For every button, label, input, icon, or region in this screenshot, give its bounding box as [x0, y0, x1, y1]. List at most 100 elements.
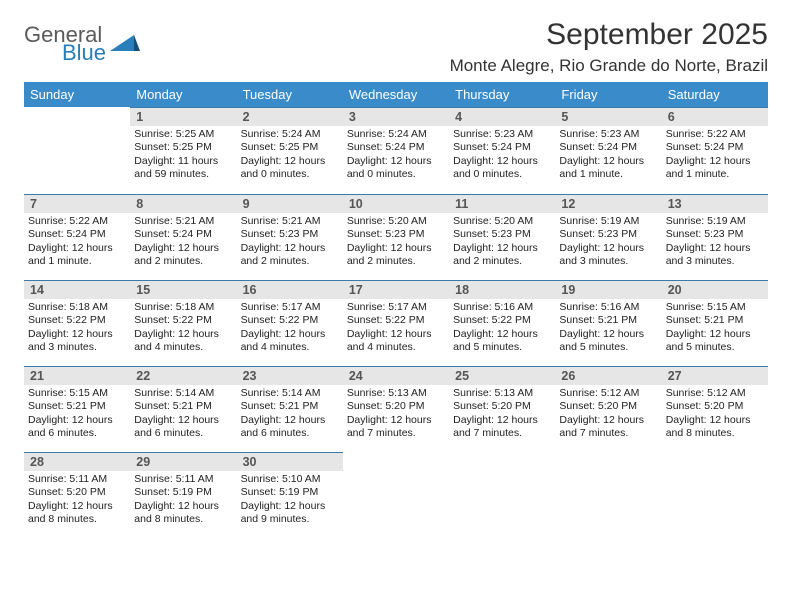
day-number: 22: [130, 366, 236, 385]
day-details: Sunrise: 5:21 AMSunset: 5:24 PMDaylight:…: [130, 213, 236, 273]
day-number: 28: [24, 452, 130, 471]
calendar-day-cell: 5Sunrise: 5:23 AMSunset: 5:24 PMDaylight…: [555, 107, 661, 193]
weekday-wednesday: Wednesday: [343, 82, 449, 107]
daylight-line: Daylight: 12 hours and 5 minutes.: [453, 328, 538, 353]
sunset-line: Sunset: 5:23 PM: [241, 228, 319, 240]
sunrise-line: Sunrise: 5:21 AM: [134, 215, 214, 227]
day-number: 14: [24, 280, 130, 299]
day-number: 19: [555, 280, 661, 299]
day-details: Sunrise: 5:22 AMSunset: 5:24 PMDaylight:…: [662, 126, 768, 186]
day-details: Sunrise: 5:11 AMSunset: 5:19 PM Daylight:…: [130, 471, 236, 531]
sunset-line: Sunset: 5:19 PM: [134, 486, 212, 498]
logo: General Blue: [24, 24, 140, 64]
sunrise-line: Sunrise: 5:19 AM: [559, 215, 639, 227]
calendar-day-cell: 1Sunrise: 5:25 AMSunset: 5:25 PMDaylight…: [130, 107, 236, 193]
day-number: 1: [130, 107, 236, 126]
sunset-line: Sunset: 5:24 PM: [559, 141, 637, 153]
day-details: Sunrise: 5:25 AMSunset: 5:25 PMDaylight:…: [130, 126, 236, 186]
daylight-line: Daylight: 12 hours and 4 minutes.: [347, 328, 432, 353]
sunset-line: Sunset: 5:21 PM: [28, 400, 106, 412]
calendar-day-cell: [24, 107, 130, 193]
calendar-day-cell: 30Sunrise: 5:10 AMSunset: 5:19 PMDayligh…: [237, 451, 343, 537]
calendar-day-cell: 23Sunrise: 5:14 AMSunset: 5:21 PMDayligh…: [237, 365, 343, 451]
day-number: 27: [662, 366, 768, 385]
weekday-tuesday: Tuesday: [237, 82, 343, 107]
day-details: Sunrise: 5:17 AMSunset: 5:22 PMDaylight:…: [343, 299, 449, 359]
day-details: Sunrise: 5:12 AMSunset: 5:20 PMDaylight:…: [662, 385, 768, 445]
sunset-line: Sunset: 5:24 PM: [453, 141, 531, 153]
day-details: Sunrise: 5:13 AMSunset: 5:20 PM Daylight:…: [449, 385, 555, 445]
sunset-line: Sunset: 5:24 PM: [347, 141, 425, 153]
day-details: Sunrise: 5:24 AMSunset: 5:24 PMDaylight:…: [343, 126, 449, 186]
sunrise-line: Sunrise: 5:17 AM: [241, 301, 321, 313]
day-details: Sunrise: 5:20 AMSunset: 5:23 PMDaylight:…: [343, 213, 449, 273]
sunrise-line: Sunrise: 5:11 AM: [134, 473, 213, 485]
calendar-table: Sunday Monday Tuesday Wednesday Thursday…: [24, 82, 768, 538]
sunset-line: Sunset: 5:24 PM: [666, 141, 744, 153]
daylight-line: Daylight: 12 hours and 1 minute.: [559, 155, 644, 180]
weekday-header-row: Sunday Monday Tuesday Wednesday Thursday…: [24, 82, 768, 107]
day-number: 23: [237, 366, 343, 385]
calendar-day-cell: 8Sunrise: 5:21 AMSunset: 5:24 PMDaylight…: [130, 193, 236, 279]
sunset-line: Sunset: 5:24 PM: [134, 228, 212, 240]
day-details: Sunrise: 5:12 AMSunset: 5:20 PMDaylight:…: [555, 385, 661, 445]
calendar-day-cell: 28Sunrise: 5:11 AMSunset: 5:20 PMDayligh…: [24, 451, 130, 537]
sunrise-line: Sunrise: 5:14 AM: [134, 387, 214, 399]
calendar-day-cell: 7Sunrise: 5:22 AMSunset: 5:24 PMDaylight…: [24, 193, 130, 279]
sunset-line: Sunset: 5:21 PM: [134, 400, 212, 412]
calendar-day-cell: 15Sunrise: 5:18 AMSunset: 5:22 PMDayligh…: [130, 279, 236, 365]
calendar-day-cell: [449, 451, 555, 537]
sunrise-line: Sunrise: 5:19 AM: [666, 215, 746, 227]
calendar-day-cell: 16Sunrise: 5:17 AMSunset: 5:22 PMDayligh…: [237, 279, 343, 365]
sunset-line: Sunset: 5:20 PM: [453, 400, 531, 412]
sunrise-line: Sunrise: 5:10 AM: [241, 473, 321, 485]
calendar-day-cell: 19Sunrise: 5:16 AMSunset: 5:21 PMDayligh…: [555, 279, 661, 365]
calendar-day-cell: 24Sunrise: 5:13 AMSunset: 5:20 PMDayligh…: [343, 365, 449, 451]
daylight-line: Daylight: 12 hours and 3 minutes.: [28, 328, 113, 353]
day-number: 2: [237, 107, 343, 126]
day-details: Sunrise: 5:24 AMSunset: 5:25 PMDaylight:…: [237, 126, 343, 186]
day-details: Sunrise: 5:16 AMSunset: 5:21 PMDaylight:…: [555, 299, 661, 359]
logo-text: General Blue: [24, 24, 106, 64]
sunrise-line: Sunrise: 5:13 AM: [453, 387, 533, 399]
sunset-line: Sunset: 5:22 PM: [134, 314, 212, 326]
calendar-day-cell: 29 Sunrise: 5:11 AMSunset: 5:19 PM Dayligh…: [130, 451, 236, 537]
calendar-day-cell: 17Sunrise: 5:17 AMSunset: 5:22 PMDayligh…: [343, 279, 449, 365]
calendar-day-cell: [555, 451, 661, 537]
weekday-monday: Monday: [130, 82, 236, 107]
calendar-day-cell: 6Sunrise: 5:22 AMSunset: 5:24 PMDaylight…: [662, 107, 768, 193]
sunrise-line: Sunrise: 5:22 AM: [28, 215, 108, 227]
day-number: 7: [24, 194, 130, 213]
sunset-line: Sunset: 5:25 PM: [241, 141, 319, 153]
daylight-line: Daylight: 12 hours and 2 minutes.: [241, 242, 326, 267]
day-number: 3: [343, 107, 449, 126]
sunset-line: Sunset: 5:20 PM: [666, 400, 744, 412]
day-number: 20: [662, 280, 768, 299]
day-number: 29: [130, 452, 236, 471]
calendar-day-cell: 9Sunrise: 5:21 AMSunset: 5:23 PMDaylight…: [237, 193, 343, 279]
calendar-day-cell: 20Sunrise: 5:15 AMSunset: 5:21 PMDayligh…: [662, 279, 768, 365]
sunrise-line: Sunrise: 5:16 AM: [559, 301, 639, 313]
calendar-day-cell: 11Sunrise: 5:20 AMSunset: 5:23 PMDayligh…: [449, 193, 555, 279]
sunrise-line: Sunrise: 5:14 AM: [241, 387, 321, 399]
daylight-line: Daylight: 12 hours and 8 minutes.: [134, 500, 219, 525]
title-block: September 2025 Monte Alegre, Rio Grande …: [450, 18, 768, 76]
day-number: 13: [662, 194, 768, 213]
daylight-line: Daylight: 12 hours and 7 minutes.: [453, 414, 538, 439]
day-number: 8: [130, 194, 236, 213]
calendar-week-row: 14Sunrise: 5:18 AMSunset: 5:22 PMDayligh…: [24, 279, 768, 365]
daylight-line: Daylight: 12 hours and 6 minutes.: [134, 414, 219, 439]
daylight-line: Daylight: 12 hours and 7 minutes.: [347, 414, 432, 439]
day-details: Sunrise: 5:10 AMSunset: 5:19 PMDaylight:…: [237, 471, 343, 531]
day-details: Sunrise: 5:11 AMSunset: 5:20 PMDaylight:…: [24, 471, 130, 531]
calendar-week-row: 28Sunrise: 5:11 AMSunset: 5:20 PMDayligh…: [24, 451, 768, 537]
day-number: 25: [449, 366, 555, 385]
sunrise-line: Sunrise: 5:15 AM: [666, 301, 746, 313]
day-details: Sunrise: 5:19 AMSunset: 5:23 PMDaylight:…: [662, 213, 768, 273]
daylight-line: Daylight: 12 hours and 2 minutes.: [453, 242, 538, 267]
logo-word-blue: Blue: [62, 42, 106, 64]
day-details: Sunrise: 5:15 AMSunset: 5:21 PMDaylight:…: [662, 299, 768, 359]
daylight-line: Daylight: 12 hours and 0 minutes.: [453, 155, 538, 180]
day-details: Sunrise: 5:14 AMSunset: 5:21 PM Daylight:…: [130, 385, 236, 445]
sunset-line: Sunset: 5:20 PM: [28, 486, 106, 498]
